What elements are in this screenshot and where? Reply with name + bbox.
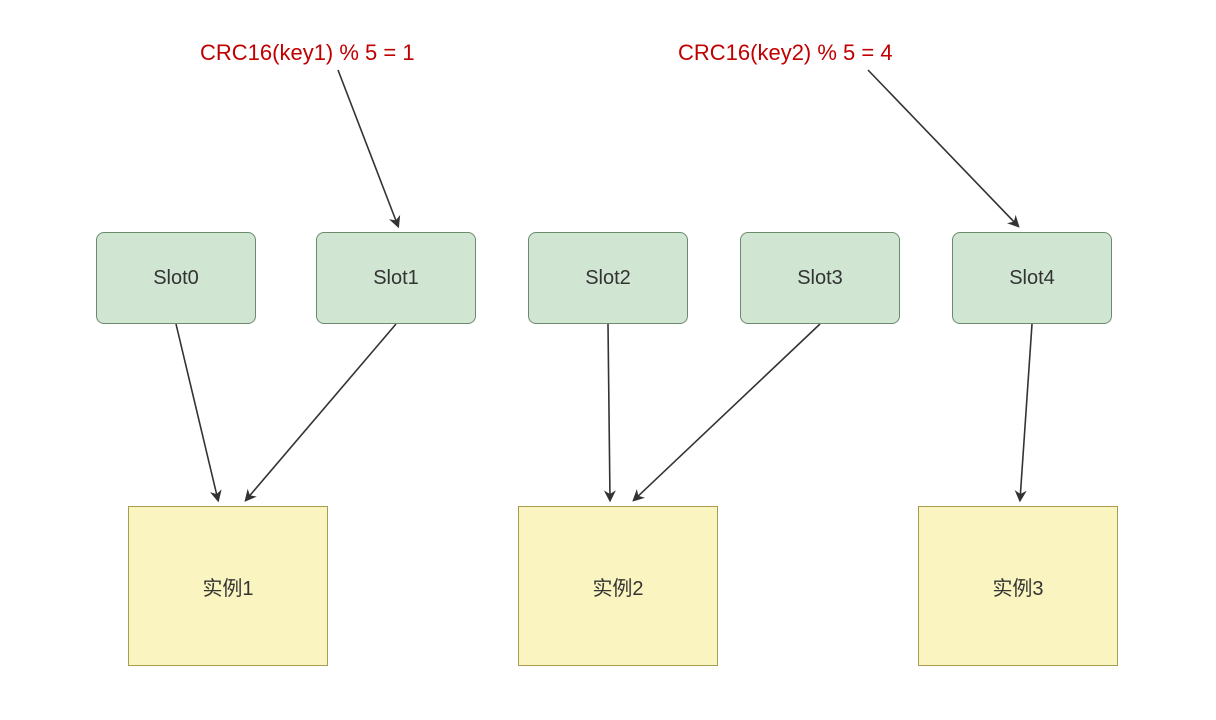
slot-node: Slot1 xyxy=(316,232,476,324)
edge-arrow xyxy=(176,324,218,500)
edge-arrow xyxy=(608,324,610,500)
edge-arrow xyxy=(634,324,820,500)
slot-node: Slot3 xyxy=(740,232,900,324)
edge-arrow xyxy=(246,324,396,500)
slot-node: Slot0 xyxy=(96,232,256,324)
edge-arrow xyxy=(868,70,1018,226)
instance-node: 实例3 xyxy=(918,506,1118,666)
slot-node: Slot4 xyxy=(952,232,1112,324)
instance-node: 实例1 xyxy=(128,506,328,666)
slot-node: Slot2 xyxy=(528,232,688,324)
instance-node: 实例2 xyxy=(518,506,718,666)
crc-label: CRC16(key1) % 5 = 1 xyxy=(200,40,415,66)
crc-label: CRC16(key2) % 5 = 4 xyxy=(678,40,893,66)
edge-arrow xyxy=(1020,324,1032,500)
edge-arrow xyxy=(338,70,398,226)
